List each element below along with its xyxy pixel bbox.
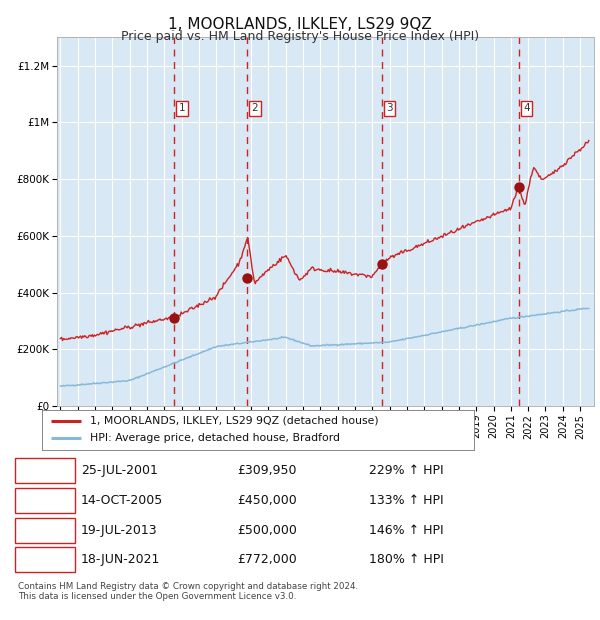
Text: 2: 2 xyxy=(252,103,259,113)
Text: 1, MOORLANDS, ILKLEY, LS29 9QZ (detached house): 1, MOORLANDS, ILKLEY, LS29 9QZ (detached… xyxy=(89,416,378,426)
Text: 3: 3 xyxy=(386,103,393,113)
Text: £500,000: £500,000 xyxy=(237,524,297,536)
Text: 1: 1 xyxy=(41,464,49,477)
Text: 133% ↑ HPI: 133% ↑ HPI xyxy=(369,494,443,507)
Text: HPI: Average price, detached house, Bradford: HPI: Average price, detached house, Brad… xyxy=(89,433,340,443)
Text: £309,950: £309,950 xyxy=(237,464,296,477)
Text: 18-JUN-2021: 18-JUN-2021 xyxy=(81,554,160,566)
Text: Contains HM Land Registry data © Crown copyright and database right 2024.
This d: Contains HM Land Registry data © Crown c… xyxy=(18,582,358,601)
Text: 146% ↑ HPI: 146% ↑ HPI xyxy=(369,524,443,536)
Text: 14-OCT-2005: 14-OCT-2005 xyxy=(81,494,163,507)
Text: 229% ↑ HPI: 229% ↑ HPI xyxy=(369,464,443,477)
Text: 4: 4 xyxy=(523,103,530,113)
Text: Price paid vs. HM Land Registry's House Price Index (HPI): Price paid vs. HM Land Registry's House … xyxy=(121,30,479,43)
Text: £772,000: £772,000 xyxy=(237,554,297,566)
Text: 2: 2 xyxy=(41,494,49,507)
Text: 4: 4 xyxy=(41,554,49,566)
Text: 25-JUL-2001: 25-JUL-2001 xyxy=(81,464,158,477)
Text: 1, MOORLANDS, ILKLEY, LS29 9QZ: 1, MOORLANDS, ILKLEY, LS29 9QZ xyxy=(168,17,432,32)
Text: 19-JUL-2013: 19-JUL-2013 xyxy=(81,524,158,536)
Text: 180% ↑ HPI: 180% ↑ HPI xyxy=(369,554,444,566)
Text: 1: 1 xyxy=(178,103,185,113)
Text: £450,000: £450,000 xyxy=(237,494,297,507)
Text: 3: 3 xyxy=(41,524,49,536)
